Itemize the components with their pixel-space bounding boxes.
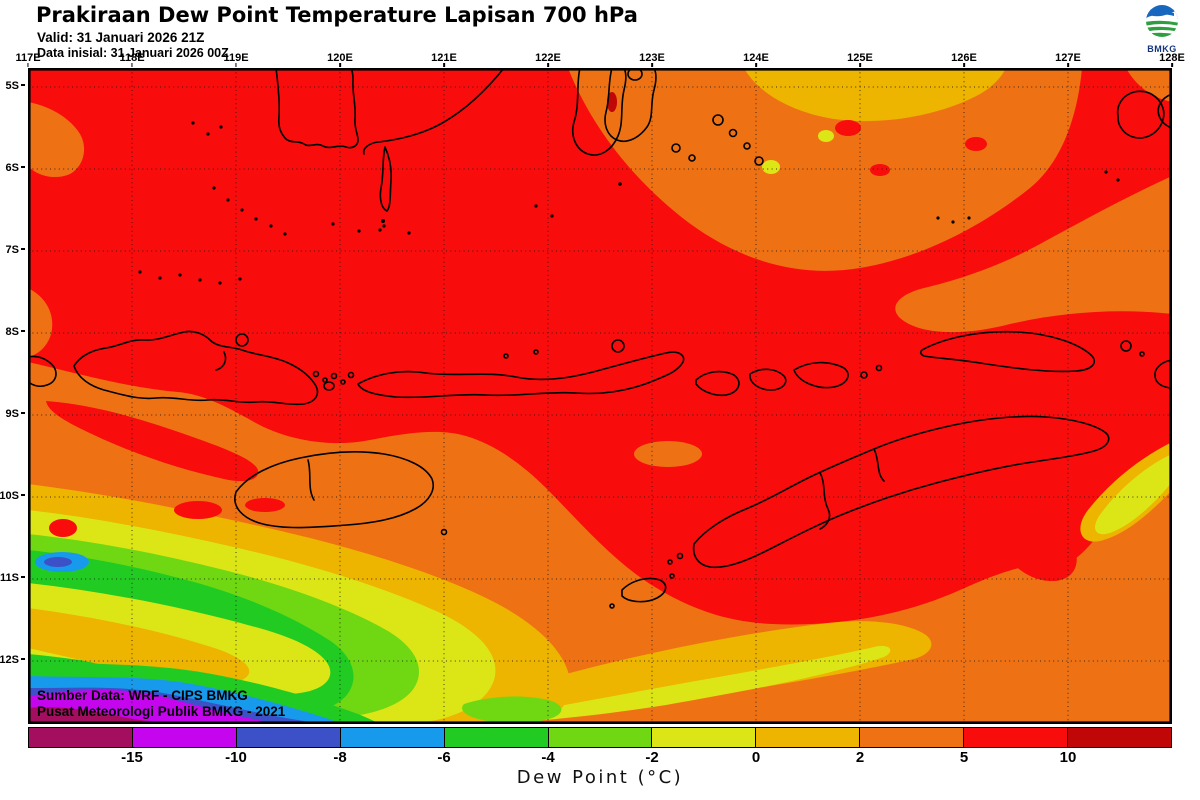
lon-label: 121E xyxy=(431,53,457,67)
lon-label: 128E xyxy=(1159,53,1185,67)
colorbar-segment xyxy=(756,728,861,747)
colorbar-segment xyxy=(964,728,1069,747)
colorbar-label: Dew Point (°C) xyxy=(516,767,684,788)
colorbar-tick-label: 10 xyxy=(1059,749,1077,766)
colorbar-segment xyxy=(132,728,237,747)
dewpoint-contour-map xyxy=(28,68,1172,724)
colorbar-segment xyxy=(236,728,341,747)
source-line-2: Pusat Meteorologi Publik BMKG - 2021 xyxy=(37,704,286,719)
longitude-axis: 117E 118E 119E 120E 121E 122E 123E 124E 125E 126E… xyxy=(15,53,1184,68)
lat-label: 7S xyxy=(6,244,25,256)
latitude-axis: 5S 6S 7S 8S 9S 10S 11S 12S xyxy=(0,68,27,724)
lat-label: 8S xyxy=(6,326,25,338)
colorbar-segment xyxy=(1068,728,1171,747)
colorbar-segment xyxy=(548,728,653,747)
lat-label: 12S xyxy=(0,654,25,666)
lat-label: 5S xyxy=(6,80,25,92)
colorbar-segment xyxy=(340,728,445,747)
lon-label: 124E xyxy=(743,53,769,67)
lon-label: 127E xyxy=(1055,53,1081,67)
colorbar-tick-label: 0 xyxy=(751,749,761,766)
lat-label: 11S xyxy=(0,572,25,584)
lon-label: 118E xyxy=(119,53,144,67)
source-line-1: Sumber Data: WRF - CIPS BMKG xyxy=(37,688,248,703)
colorbar-tick-label: 5 xyxy=(959,749,969,766)
lon-label: 119E xyxy=(223,53,248,67)
colorbar xyxy=(28,727,1172,748)
lon-label: 126E xyxy=(951,53,977,67)
lat-label: 6S xyxy=(6,162,25,174)
colorbar-tick-label: -8 xyxy=(333,749,347,766)
lon-label: 120E xyxy=(327,53,353,67)
lat-label: 9S xyxy=(6,408,25,420)
bmkg-logo: BMKG xyxy=(1140,3,1184,54)
lat-label: 10S xyxy=(0,490,25,502)
colorbar-tick-label: -6 xyxy=(437,749,451,766)
colorbar-tick-label: -4 xyxy=(541,749,555,766)
source-credit: Sumber Data: WRF - CIPS BMKG Pusat Meteo… xyxy=(37,688,285,720)
colorbar-tick-label: 2 xyxy=(855,749,865,766)
lon-label: 123E xyxy=(639,53,665,67)
bmkg-logo-label: BMKG xyxy=(1147,44,1177,54)
lon-label: 125E xyxy=(847,53,873,67)
lon-label: 117E xyxy=(15,53,40,67)
valid-time-line: Valid: 31 Januari 2026 21Z xyxy=(37,30,205,45)
page-title: Prakiraan Dew Point Temperature Lapisan … xyxy=(36,3,638,27)
colorbar-tick-label: -2 xyxy=(645,749,659,766)
colorbar-segment xyxy=(860,728,965,747)
colorbar-segment xyxy=(29,728,133,747)
colorbar-tick-label: -10 xyxy=(225,749,247,766)
colorbar-tick-label: -15 xyxy=(121,749,143,766)
bmkg-logo-icon xyxy=(1146,5,1178,37)
map-area: 117E 118E 119E 120E 121E 122E 123E 124E 125E 126E… xyxy=(0,53,1185,724)
colorbar-ticks: -15 -10 -8 -6 -4 -2 0 2 5 10 xyxy=(28,749,1172,767)
colorbar-segment xyxy=(444,728,549,747)
colorbar-segment xyxy=(652,728,757,747)
lon-label: 122E xyxy=(535,53,561,67)
